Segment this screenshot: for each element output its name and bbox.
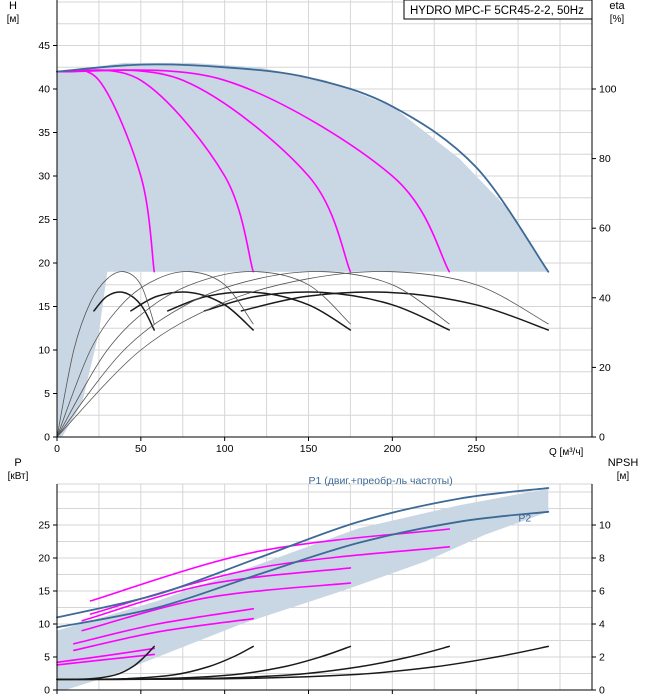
- power-axis-label: P: [14, 457, 21, 469]
- bottom-axes: [53, 484, 596, 694]
- right-tick-label: 8: [599, 553, 605, 565]
- left-tick-label: 10: [38, 345, 50, 357]
- left-tick-label: 30: [38, 171, 50, 183]
- chart-title: HYDRO MPC-F 5CR45-2-2, 50Hz: [410, 5, 584, 17]
- curve-blue-5: [56, 63, 550, 273]
- x-tick-label: 250: [467, 443, 485, 455]
- curve-dark-15: [56, 645, 550, 681]
- curve-dark-6: [93, 291, 155, 331]
- x-tick-label: 50: [135, 443, 147, 455]
- head-axis-unit: [м]: [7, 14, 20, 25]
- right-tick-label: 20: [599, 362, 611, 374]
- left-tick-label: 35: [38, 127, 50, 139]
- top-curves: [56, 63, 550, 438]
- left-tick-label: 0: [44, 685, 50, 697]
- left-tick-label: 40: [38, 84, 50, 96]
- left-tick-label: 20: [38, 553, 50, 565]
- right-tick-label: 40: [599, 292, 611, 304]
- curve-pink-2: [56, 653, 155, 666]
- left-tick-label: 10: [38, 619, 50, 631]
- curve-pink-4: [56, 69, 451, 273]
- bottom-curves: [56, 487, 550, 681]
- left-tick-label: 15: [38, 301, 50, 313]
- curve-dark-10: [240, 291, 550, 331]
- curve-pink-3: [73, 608, 254, 645]
- left-tick-label: 25: [38, 520, 50, 532]
- curve-thin-15: [56, 271, 549, 438]
- x-tick-label: 150: [300, 443, 318, 455]
- left-tick-label: 5: [44, 652, 50, 664]
- curve-pink-7: [89, 528, 451, 602]
- right-tick-label: 10: [599, 520, 611, 532]
- npsh-axis-label: NPSH: [608, 457, 639, 469]
- top-axes: [53, 0, 596, 441]
- left-tick-label: 0: [44, 432, 50, 444]
- bottom-tick-labels: 0 5 10 15 20 25 0 2 4 6 8 10: [38, 520, 611, 697]
- curve-pink-1: [56, 647, 155, 664]
- curve-dark-9: [203, 291, 451, 331]
- x-tick-label: 0: [54, 443, 60, 455]
- curve-thin-13: [56, 271, 351, 438]
- left-tick-label: 45: [38, 40, 50, 52]
- curve-pink-6: [81, 582, 352, 632]
- bottom-operating-area: [57, 488, 549, 690]
- left-tick-label: 20: [38, 258, 50, 270]
- power-axis-unit: [кВт]: [8, 471, 29, 482]
- curve-thin-14: [56, 271, 450, 438]
- left-tick-label: 5: [44, 388, 50, 400]
- right-tick-label: 0: [599, 685, 605, 697]
- right-tick-label: 100: [599, 84, 617, 96]
- flow-axis-label: Q [м³/ч]: [549, 447, 584, 458]
- head-efficiency-panel: 0 5 10 15 20 25 30 35 40 45 0 20 40 60 80 100 0 50 100 150 2…: [7, 0, 626, 458]
- title-box: [403, 0, 593, 20]
- top-tick-labels: 0 5 10 15 20 25 30 35 40 45 0 20 40 60 80 100 0 50 100 150 2…: [38, 40, 616, 455]
- curve-blue-10: [56, 510, 550, 629]
- x-tick-label: 200: [384, 443, 402, 455]
- head-axis-label: H: [9, 0, 17, 12]
- curve-dark-7: [130, 291, 254, 331]
- right-tick-label: 0: [599, 432, 605, 444]
- curve-dark-8: [166, 291, 352, 331]
- eta-axis-unit: [%]: [610, 14, 625, 25]
- right-tick-label: 60: [599, 223, 611, 235]
- annotation-label: P2: [518, 513, 531, 525]
- top-operating-area: [57, 62, 549, 438]
- curve-blue-9: [56, 487, 550, 619]
- power-npsh-panel: 0 5 10 15 20 25 0 2 4 6 8 10 P [кВт] NPSH [м] P1 (д…: [8, 457, 639, 697]
- bottom-annotations: P1 (двиг.+преобр-ль частоты) P2: [308, 475, 531, 525]
- annotation-label: P1 (двиг.+преобр-ль частоты): [308, 475, 452, 487]
- left-tick-label: 25: [38, 214, 50, 226]
- curve-pink-4: [73, 617, 254, 652]
- npsh-axis-unit: [м]: [617, 471, 630, 482]
- eta-axis-label: eta: [609, 0, 625, 12]
- curve-pink-5: [81, 567, 352, 622]
- right-tick-label: 80: [599, 153, 611, 165]
- right-tick-label: 6: [599, 586, 605, 598]
- right-tick-label: 2: [599, 652, 605, 664]
- x-tick-label: 100: [216, 443, 234, 455]
- right-tick-label: 4: [599, 619, 605, 631]
- curve-thin-11: [56, 271, 155, 438]
- curve-thin-12: [56, 271, 254, 438]
- left-tick-label: 15: [38, 586, 50, 598]
